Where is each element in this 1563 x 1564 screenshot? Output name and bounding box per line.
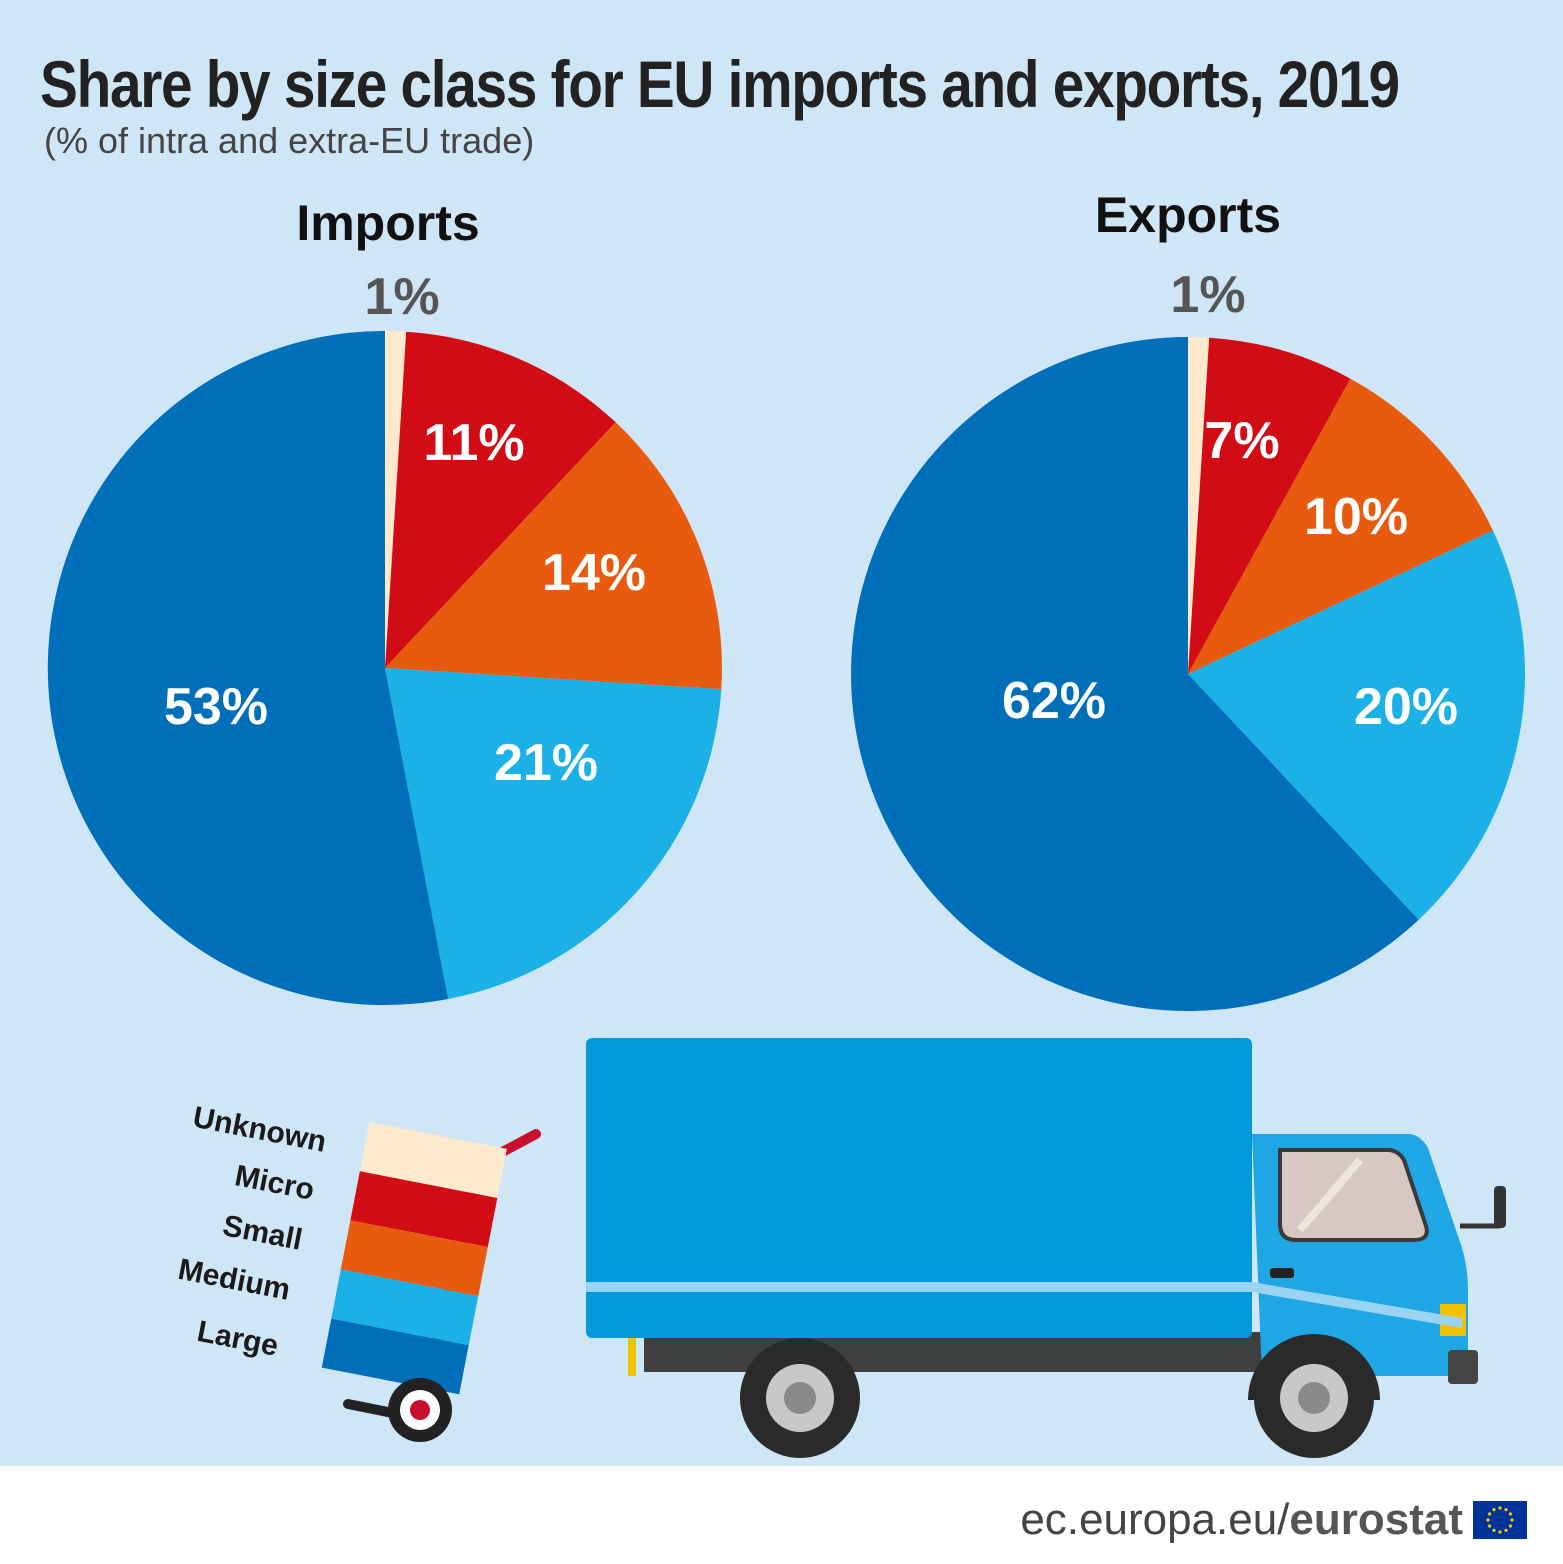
imports-slice-medium [385,668,722,999]
legend-label-large: Large [194,1315,280,1363]
truck-mirror [1494,1186,1506,1228]
footer-domain-text: ec.europa.eu/ [1020,1495,1290,1544]
legend-label-medium: Medium [175,1253,293,1307]
imports-label-micro: 11% [423,414,524,472]
rear-wheel [740,1338,860,1458]
exports-label-small: 10% [1304,488,1408,546]
exports-label-medium: 20% [1354,678,1458,736]
legend-boxes [321,1122,507,1395]
exports-chart-title: Exports [1095,187,1281,243]
exports-slice-micro [1188,337,1351,674]
window-glare [1296,1157,1364,1233]
legend-swatch-unknown [359,1122,507,1198]
hand-truck-wheel [388,1378,452,1442]
exports-slice-unknown [1188,337,1210,674]
imports-chart-title: Imports [296,195,479,251]
page-title: Share by size class for EU imports and e… [40,47,1400,121]
eu-star [1504,1528,1508,1532]
legend-swatch-medium [331,1269,479,1346]
exports-label-unknown: 1% [1170,266,1245,324]
eu-star [1488,1524,1492,1528]
imports-label-small: 14% [542,544,646,602]
footer-source: ec.europa.eu/eurostat [1020,1490,1527,1550]
footer-link[interactable]: ec.europa.eu/eurostat [1020,1495,1463,1545]
truck-door-handle [1270,1268,1294,1278]
imports-slice-unknown [385,331,407,668]
exports-slice-small [1188,378,1493,674]
legend-label-unknown: Unknown [190,1101,329,1159]
exports-slice-large [851,337,1419,1011]
imports-label-large: 53% [164,678,268,736]
eu-star [1492,1528,1496,1532]
imports-slice-micro [385,331,616,668]
imports-label-unknown: 1% [364,268,439,326]
imports-pie-chart: Imports 1% 11% 14% 21% 53% [47,195,722,1005]
eu-star [1488,1512,1492,1516]
exports-slice-medium [1188,530,1526,920]
eu-star [1498,1506,1502,1510]
footer-brand-text: eurostat [1289,1495,1463,1544]
imports-slice-large [47,330,449,1005]
legend-label-small: Small [220,1209,305,1257]
imports-slice-small [385,422,722,690]
charts-canvas: Imports 1% 11% 14% 21% 53% Exports 1% 7% 10% 20… [47,187,1526,1458]
truck-rear-light [628,1330,636,1376]
truck-stripe [586,1282,1252,1292]
legend-swatch-micro [350,1171,498,1248]
cab-stripe [1252,1282,1462,1328]
legend-label-micro: Micro [232,1159,317,1207]
front-wheel [1254,1338,1374,1458]
eu-star [1486,1518,1490,1522]
eu-star [1492,1508,1496,1512]
legend-swatch-small [340,1220,488,1297]
truck-bumper [1448,1350,1478,1384]
truck-illustration [586,1038,1506,1458]
page-subtitle: (% of intra and extra-EU trade) [44,120,535,161]
eu-star [1504,1508,1508,1512]
legend-hand-truck: Unknown Micro Small Medium Large [175,1101,541,1442]
eu-star [1510,1518,1514,1522]
imports-label-medium: 21% [494,734,598,792]
eu-flag-icon [1473,1501,1527,1539]
eu-star [1508,1524,1512,1528]
truck-cargo-box [586,1038,1252,1338]
exports-pie-chart: Exports 1% 7% 10% 20% 62% [851,187,1526,1011]
eu-star [1498,1530,1502,1534]
eu-star [1508,1512,1512,1516]
legend-swatch-large [321,1318,469,1395]
truck-window [1278,1148,1429,1242]
exports-label-micro: 7% [1204,412,1279,470]
exports-label-large: 62% [1002,672,1106,730]
